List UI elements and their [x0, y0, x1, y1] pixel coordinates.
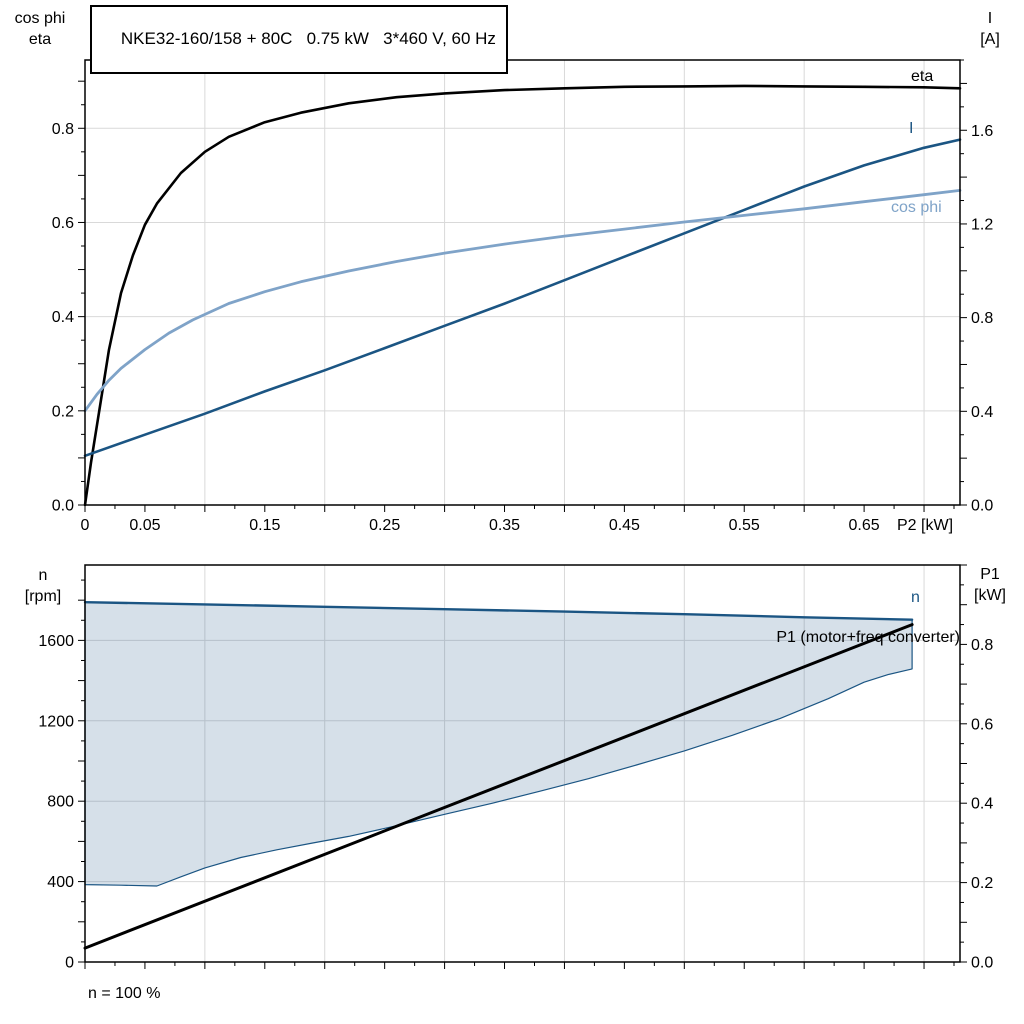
left-tick-label: 1600 — [38, 633, 74, 650]
current-axis-label: I — [987, 10, 993, 27]
bottom-left-axis-unit: n [rpm] — [8, 565, 78, 607]
left-tick-label: 1200 — [38, 713, 74, 730]
left-tick-label: 0.8 — [52, 121, 74, 138]
top-right-axis-unit: I [A] — [962, 8, 1018, 50]
eta-curve-label: eta — [911, 68, 934, 85]
right-tick-label: 0.8 — [971, 310, 993, 327]
chart-title-box: NKE32-160/158 + 80C 0.75 kW 3*460 V, 60 … — [90, 5, 508, 74]
speed-footnote: n = 100 % — [88, 985, 161, 1002]
left-tick-label: 0.2 — [52, 403, 74, 420]
x-tick-label: 0.15 — [249, 517, 280, 534]
x-tick-label: 0.35 — [489, 517, 520, 534]
p1-axis-label: P1 — [980, 566, 1000, 583]
x-axis-title: P2 [kW] — [897, 517, 953, 534]
eta-curve — [83, 84, 962, 507]
performance-chart: 0 0.05 0.15 0.25 0.35 0.45 0.55 0.65 0.0 0.2 0.4 0.… — [52, 59, 993, 534]
right-tick-label: 0.0 — [971, 498, 993, 515]
cos-phi-axis-label: cos phi — [14, 10, 66, 27]
right-tick-label: 0.8 — [971, 637, 993, 654]
top-left-axis-unit: cos phi eta — [8, 8, 72, 50]
right-tick-label: 1.6 — [971, 123, 993, 140]
current-curve-label: I — [909, 120, 914, 137]
i-curve — [83, 138, 962, 458]
speed-axis-label: n — [38, 567, 48, 584]
n-curve — [83, 601, 914, 621]
right-tick-label: 0.0 — [971, 955, 993, 972]
bottom-right-axis-unit: P1 [kW] — [960, 564, 1020, 606]
left-tick-label: 0 — [65, 955, 74, 972]
p1-curve-label: P1 (motor+freq converter) — [776, 629, 960, 646]
x-tick-label: 0 — [81, 517, 90, 534]
x-tick-label: 0.25 — [369, 517, 400, 534]
n-curve-label: n — [911, 589, 920, 606]
right-tick-label: 0.2 — [971, 875, 993, 892]
current-unit-label: [A] — [980, 31, 1000, 48]
right-tick-label: 0.4 — [971, 796, 993, 813]
p1-unit-label: [kW] — [974, 587, 1006, 604]
x-tick-label: 0.55 — [729, 517, 760, 534]
left-tick-label: 0.0 — [52, 498, 74, 515]
right-tick-label: 0.6 — [971, 716, 993, 733]
x-tick-label: 0.45 — [609, 517, 640, 534]
left-tick-label: 400 — [47, 874, 74, 891]
plot-frame — [84, 59, 961, 506]
cos-phi-curve-label: cos phi — [891, 199, 942, 216]
cos-phi-curve — [83, 189, 962, 413]
x-tick-label: 0.65 — [849, 517, 880, 534]
left-tick-label: 0.4 — [52, 309, 74, 326]
x-tick-label: 0.05 — [129, 517, 160, 534]
eta-axis-label: eta — [28, 31, 52, 48]
speed-unit-label: [rpm] — [24, 588, 62, 605]
chart-title: NKE32-160/158 + 80C 0.75 kW 3*460 V, 60 … — [120, 29, 496, 48]
speed-power-chart: 0 400 800 1200 1600 0.0 0.2 0.4 0.6 0.8 — [38, 564, 993, 972]
right-tick-label: 0.4 — [971, 404, 993, 421]
left-tick-label: 800 — [47, 794, 74, 811]
right-tick-label: 1.2 — [971, 216, 993, 233]
left-tick-label: 0.6 — [52, 215, 74, 232]
p1-motor-freq-converter-curve — [83, 623, 914, 950]
